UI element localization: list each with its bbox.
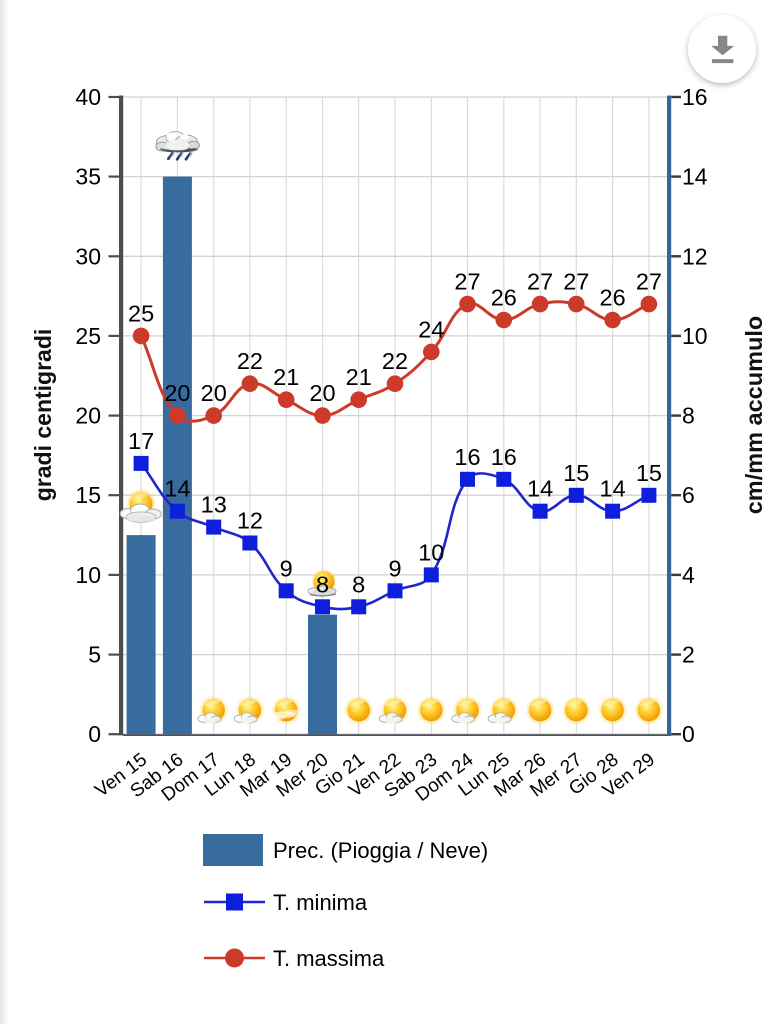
svg-text:T. massima: T. massima — [273, 946, 385, 971]
svg-text:8: 8 — [316, 571, 329, 597]
svg-text:cm/mm accumulo: cm/mm accumulo — [741, 316, 767, 515]
svg-text:14: 14 — [164, 476, 190, 502]
svg-text:4: 4 — [682, 562, 695, 588]
svg-text:8: 8 — [682, 403, 695, 429]
svg-text:14: 14 — [527, 476, 553, 502]
svg-text:14: 14 — [682, 164, 708, 190]
svg-text:2: 2 — [682, 642, 695, 668]
svg-text:16: 16 — [454, 444, 480, 470]
svg-text:16: 16 — [682, 84, 708, 110]
svg-text:40: 40 — [75, 84, 101, 110]
svg-text:T. minima: T. minima — [273, 890, 368, 915]
svg-text:26: 26 — [491, 285, 517, 311]
svg-text:27: 27 — [527, 269, 553, 295]
svg-text:27: 27 — [563, 269, 589, 295]
svg-text:gradi centigradi: gradi centigradi — [30, 329, 56, 502]
svg-text:10: 10 — [75, 562, 101, 588]
svg-text:21: 21 — [273, 364, 299, 390]
svg-text:27: 27 — [636, 269, 662, 295]
svg-text:13: 13 — [201, 492, 227, 518]
svg-text:30: 30 — [75, 243, 101, 269]
svg-text:20: 20 — [75, 403, 101, 429]
svg-text:15: 15 — [563, 460, 589, 486]
svg-text:8: 8 — [352, 571, 365, 597]
svg-text:9: 9 — [280, 555, 293, 581]
svg-text:20: 20 — [164, 380, 190, 406]
svg-text:0: 0 — [88, 721, 101, 747]
svg-text:12: 12 — [237, 508, 263, 534]
svg-text:10: 10 — [418, 539, 444, 565]
svg-text:25: 25 — [75, 323, 101, 349]
svg-text:15: 15 — [75, 482, 101, 508]
svg-text:21: 21 — [346, 364, 372, 390]
svg-text:14: 14 — [600, 476, 626, 502]
svg-text:20: 20 — [201, 380, 227, 406]
svg-text:26: 26 — [600, 285, 626, 311]
svg-text:6: 6 — [682, 482, 695, 508]
svg-text:5: 5 — [88, 642, 101, 668]
svg-text:35: 35 — [75, 164, 101, 190]
svg-text:24: 24 — [418, 316, 444, 342]
svg-text:12: 12 — [682, 243, 708, 269]
svg-text:Prec. (Pioggia / Neve): Prec. (Pioggia / Neve) — [273, 838, 488, 863]
svg-text:22: 22 — [382, 348, 408, 374]
svg-text:16: 16 — [491, 444, 517, 470]
svg-text:20: 20 — [309, 380, 335, 406]
svg-text:0: 0 — [682, 721, 695, 747]
svg-text:17: 17 — [128, 428, 154, 454]
svg-text:27: 27 — [454, 269, 480, 295]
svg-text:15: 15 — [636, 460, 662, 486]
svg-text:10: 10 — [682, 323, 708, 349]
svg-text:22: 22 — [237, 348, 263, 374]
svg-text:25: 25 — [128, 300, 154, 326]
svg-text:9: 9 — [388, 555, 401, 581]
